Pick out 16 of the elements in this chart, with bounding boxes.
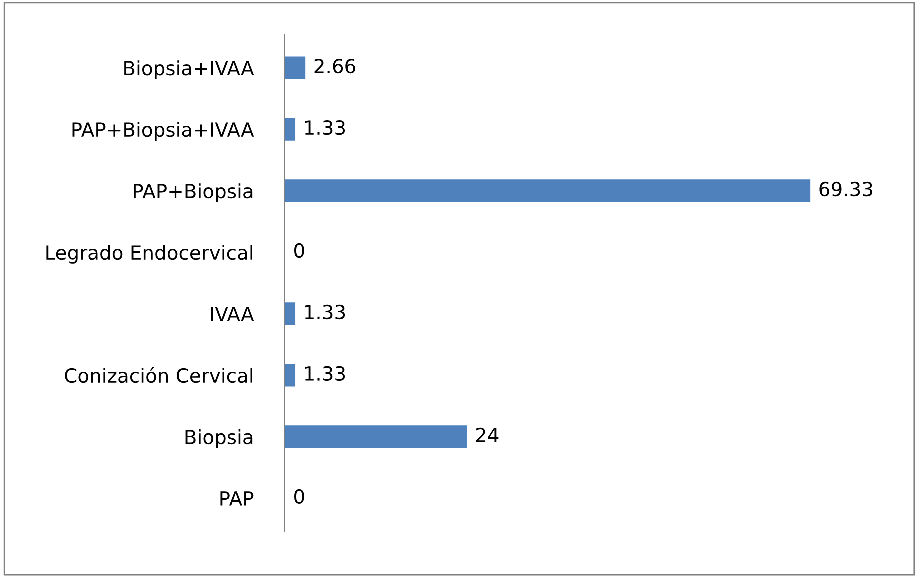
y-tick-label: PAP+Biopsia — [134, 184, 253, 202]
y-tick-label: Conización Cervical — [65, 367, 253, 384]
data-label: 1.33 — [305, 304, 346, 320]
y-tick-label: Biopsia+IVAA — [124, 60, 254, 80]
data-label: 1.33 — [305, 366, 346, 382]
data-label: 0 — [294, 489, 304, 504]
y-tick-label: PAP+Biopsia+IVAA — [72, 122, 254, 141]
y-tick-label: Legrado Endocervical — [46, 245, 252, 264]
data-label: 0 — [294, 243, 304, 258]
data-label: 2.66 — [314, 58, 356, 74]
data-label: 69.33 — [820, 182, 872, 197]
y-tick-label: PAP — [220, 492, 254, 506]
data-label: 1.33 — [305, 120, 346, 136]
y-tick-label: IVAA — [211, 307, 254, 322]
data-label: 24 — [476, 428, 499, 442]
y-tick-label: Biopsia — [186, 430, 253, 448]
